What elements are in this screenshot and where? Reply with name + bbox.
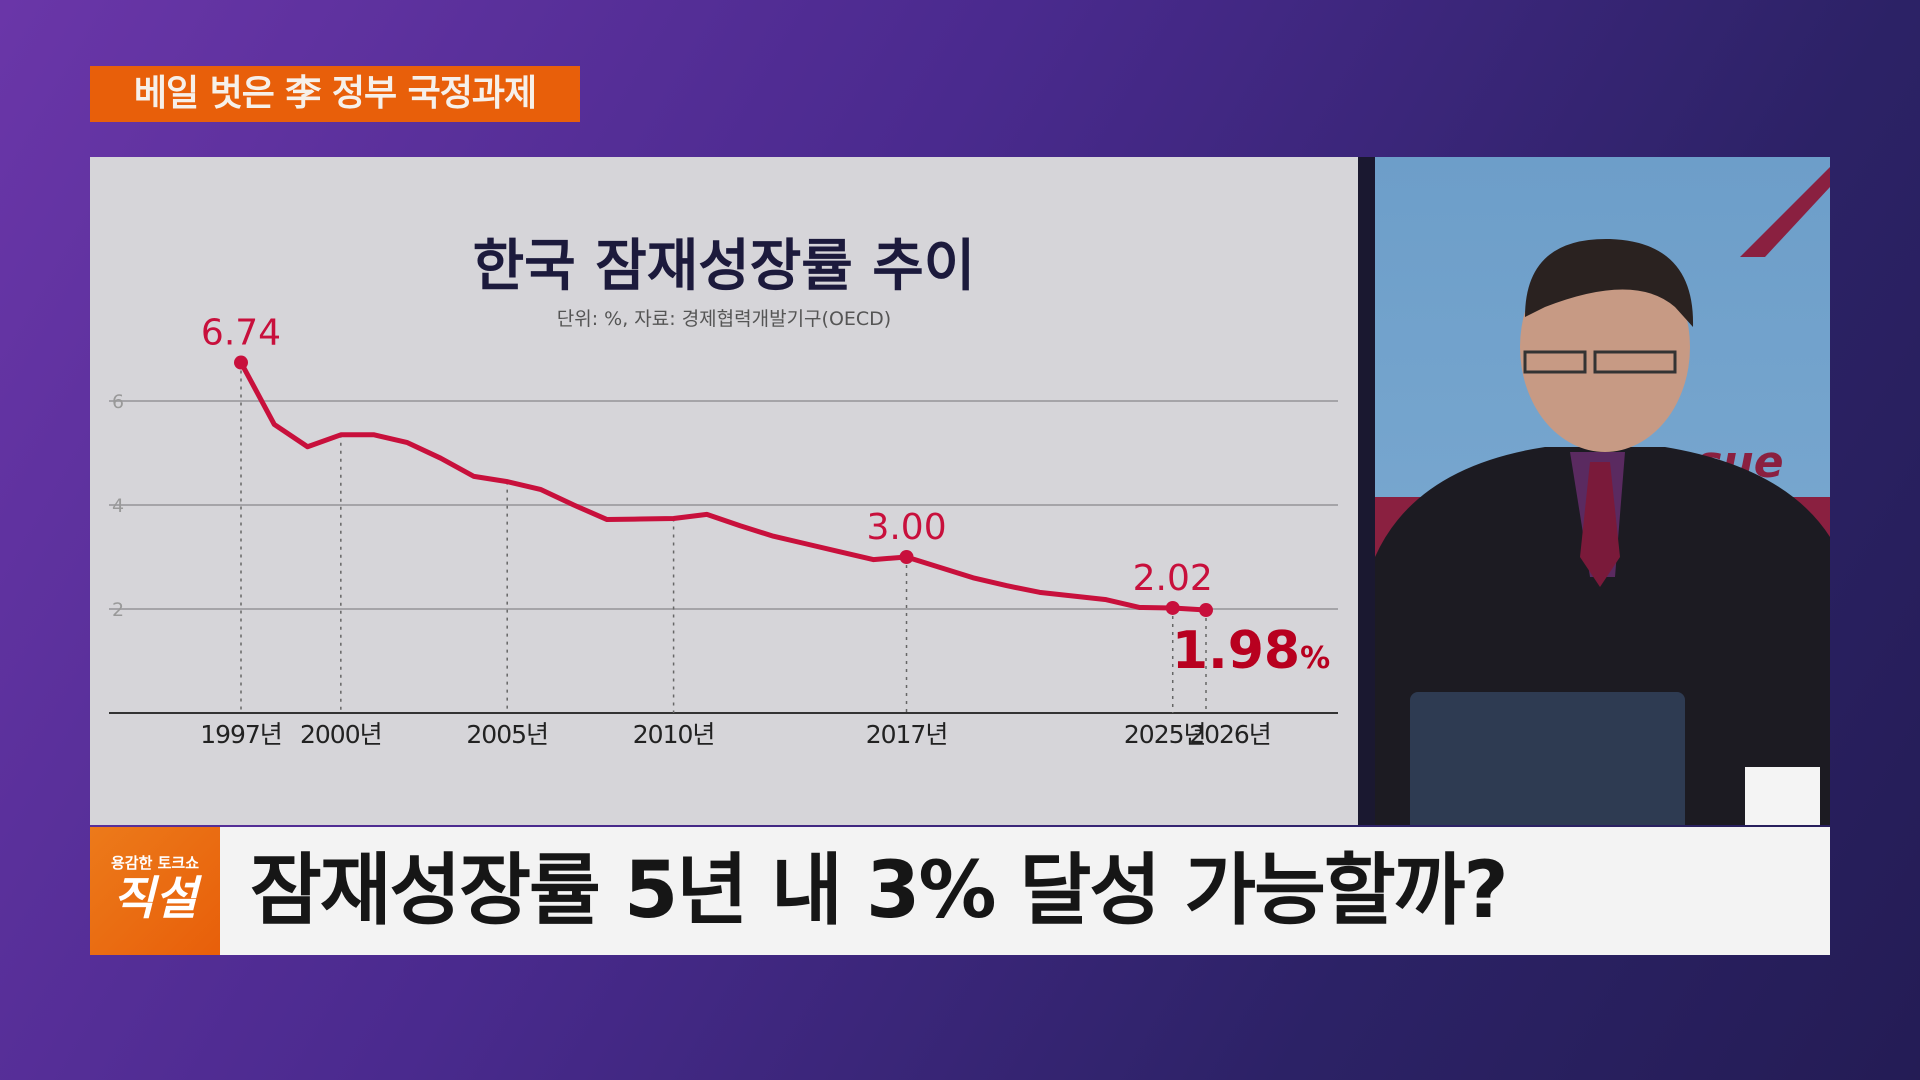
x-tick-label: 1997년 bbox=[200, 720, 282, 749]
data-label: 2.02 bbox=[1133, 558, 1213, 599]
data-label: 1.98% bbox=[1172, 621, 1330, 681]
chart-subtitle: 단위: %, 자료: 경제협력개발기구(OECD) bbox=[557, 308, 891, 330]
divider bbox=[1358, 157, 1375, 825]
logo-title: 직설 bbox=[112, 871, 198, 925]
x-tick-label: 2010년 bbox=[633, 720, 715, 749]
data-label: 6.74 bbox=[201, 313, 281, 354]
logo-subtitle: 용감한 토크쇼 bbox=[110, 854, 200, 872]
headline-caption: 잠재성장률 5년 내 3% 달성 가능할까? bbox=[250, 846, 1509, 936]
x-tick-label: 2000년 bbox=[300, 720, 382, 749]
data-point bbox=[1165, 600, 1180, 615]
x-tick-label: 2005년 bbox=[466, 720, 548, 749]
show-logo: 용감한 토크쇼 직설 bbox=[90, 827, 220, 955]
data-point bbox=[234, 355, 248, 370]
data-label: 3.00 bbox=[866, 507, 946, 548]
guest-video: ssue bbox=[1375, 157, 1830, 825]
chart-title: 한국 잠재성장률 추이 bbox=[473, 234, 976, 299]
data-point bbox=[1199, 603, 1213, 618]
y-tick-label: 6 bbox=[112, 391, 124, 413]
y-tick-label: 4 bbox=[112, 495, 124, 517]
program-topic-banner: 베일 벗은 李 정부 국정과제 bbox=[90, 66, 580, 122]
guest-image: ssue bbox=[1375, 167, 1830, 825]
x-tick-label: 2026년 bbox=[1189, 720, 1271, 749]
series-line bbox=[238, 361, 1207, 613]
caption-bar: 용감한 토크쇼 직설 잠재성장률 5년 내 3% 달성 가능할까? bbox=[90, 827, 1830, 955]
x-tick-label: 2017년 bbox=[866, 720, 948, 749]
x-tick-label: 2025년 bbox=[1124, 720, 1206, 749]
data-point bbox=[899, 550, 914, 564]
y-tick-label: 2 bbox=[112, 599, 124, 621]
